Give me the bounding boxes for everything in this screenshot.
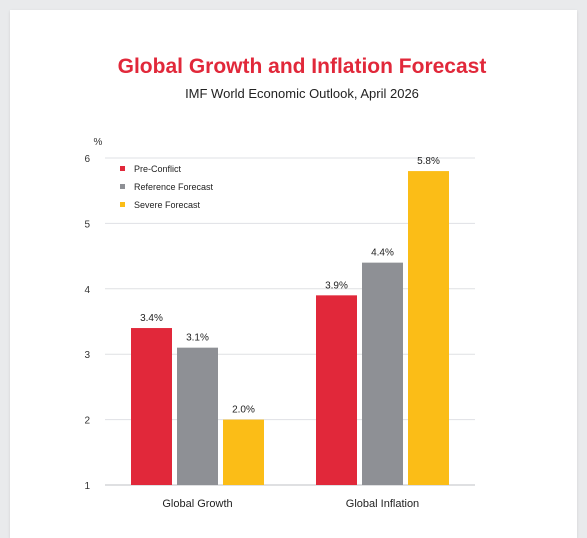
data-label: 3.4% <box>140 313 163 324</box>
y-tick-label: 5 <box>84 219 90 230</box>
legend-swatch <box>120 202 125 207</box>
y-tick-label: 4 <box>84 285 90 296</box>
bar <box>316 295 357 485</box>
y-tick-label: 1 <box>84 481 90 492</box>
bar-chart: Global Growth and Inflation Forecast IMF… <box>84 55 487 510</box>
y-tick-label: 6 <box>84 154 90 165</box>
chart-card: Global Growth and Inflation Forecast IMF… <box>10 10 577 538</box>
legend-label: Pre-Conflict <box>134 164 182 174</box>
y-axis-unit: % <box>94 137 103 148</box>
bar <box>131 328 172 485</box>
x-category-label: Global Growth <box>162 498 232 510</box>
legend-swatch <box>120 166 125 171</box>
chart-subtitle: IMF World Economic Outlook, April 2026 <box>185 86 419 101</box>
y-tick-label: 3 <box>84 350 90 361</box>
data-label: 3.9% <box>325 280 348 291</box>
data-label: 3.1% <box>186 333 209 344</box>
legend-label: Severe Forecast <box>134 200 201 210</box>
legend-label: Reference Forecast <box>134 182 214 192</box>
data-label: 5.8% <box>417 156 440 167</box>
legend: Pre-Conflict Reference Forecast Severe For… <box>120 164 214 210</box>
bar <box>362 262 403 485</box>
label-layer: 3.4% 3.1% 2.0% Global Growth 3.9% 4.4% 5.8% Glo… <box>140 156 440 510</box>
bar <box>223 419 264 485</box>
x-category-label: Global Inflation <box>346 498 419 510</box>
data-label: 4.4% <box>371 248 394 259</box>
chart-title: Global Growth and Inflation Forecast <box>118 55 487 78</box>
y-tick-label: 2 <box>84 416 90 427</box>
bar <box>408 171 449 485</box>
bar-layer <box>131 171 449 485</box>
data-label: 2.0% <box>232 405 255 416</box>
legend-swatch <box>120 184 125 189</box>
bar <box>177 347 218 485</box>
